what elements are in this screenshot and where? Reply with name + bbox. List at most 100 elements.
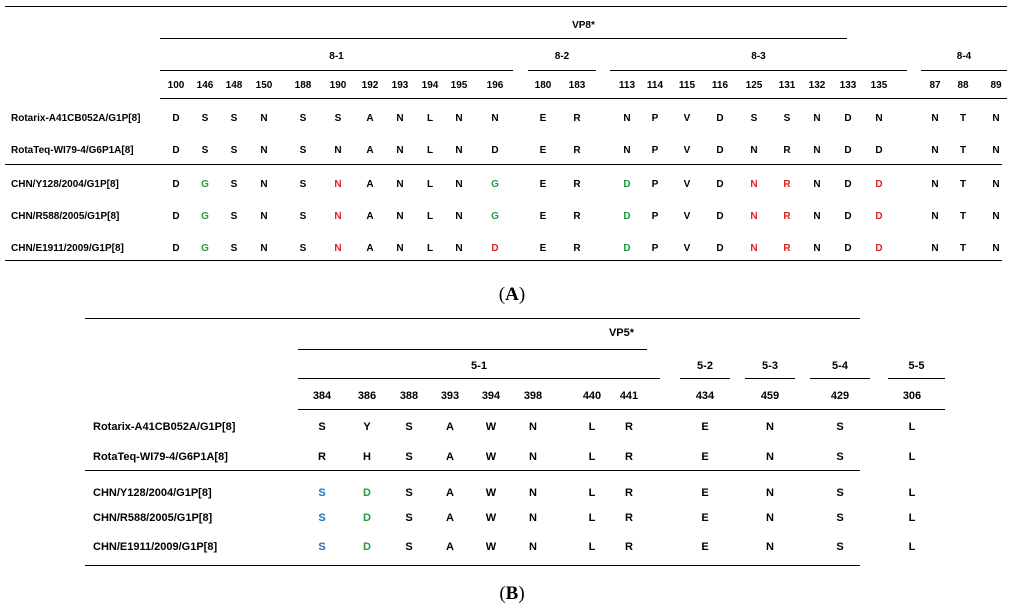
residue-cell: N xyxy=(260,211,268,222)
residue-cell: N xyxy=(396,113,404,124)
position-header: 192 xyxy=(361,80,379,91)
residue-cell: D xyxy=(623,211,631,222)
residue-cell: N xyxy=(396,211,404,222)
position-header: 115 xyxy=(678,80,696,91)
residue-cell: D xyxy=(363,541,371,553)
residue-cell: L xyxy=(908,541,916,553)
residue-cell: N xyxy=(334,243,342,254)
position-header: 434 xyxy=(695,390,715,402)
residue-cell: L xyxy=(588,451,596,463)
residue-cell: E xyxy=(539,179,547,190)
panel-title: VP8* xyxy=(572,20,595,31)
residue-cell: R xyxy=(573,179,581,190)
residue-cell: L xyxy=(588,512,596,524)
position-header: 306 xyxy=(902,390,922,402)
position-header: 394 xyxy=(481,390,501,402)
residue-cell: R xyxy=(625,541,633,553)
position-header: 133 xyxy=(839,80,857,91)
panel_b-title-rule xyxy=(298,349,647,350)
position-header: 183 xyxy=(568,80,586,91)
strain-name: CHN/Y128/2004/G1P[8] xyxy=(11,179,119,190)
residue-cell: S xyxy=(299,113,307,124)
residue-cell: N xyxy=(260,243,268,254)
residue-cell: N xyxy=(875,113,883,124)
strain-name: CHN/R588/2005/G1P[8] xyxy=(93,512,213,524)
group-rule xyxy=(298,378,660,379)
residue-cell: T xyxy=(959,211,967,222)
residue-cell: D xyxy=(875,211,883,222)
residue-cell: P xyxy=(651,211,659,222)
group-rule xyxy=(680,378,730,379)
residue-cell: P xyxy=(651,113,659,124)
position-header: 441 xyxy=(619,390,639,402)
residue-cell: D xyxy=(716,243,724,254)
residue-cell: R xyxy=(625,421,633,433)
residue-cell: N xyxy=(396,179,404,190)
residue-cell: D xyxy=(716,145,724,156)
residue-cell: S xyxy=(318,512,326,524)
residue-cell: S xyxy=(405,541,413,553)
residue-cell: D xyxy=(172,243,180,254)
residue-cell: G xyxy=(491,211,499,222)
residue-cell: N xyxy=(766,421,774,433)
panel-caption: (B) xyxy=(0,583,1024,605)
caption-paren-open: ( xyxy=(499,583,506,604)
residue-cell: N xyxy=(766,451,774,463)
residue-cell: D xyxy=(844,145,852,156)
residue-cell: N xyxy=(750,243,758,254)
residue-cell: A xyxy=(446,451,454,463)
group-rule xyxy=(921,70,1007,71)
residue-cell: N xyxy=(813,113,821,124)
residue-cell: N xyxy=(813,145,821,156)
residue-cell: S xyxy=(201,113,209,124)
residue-cell: E xyxy=(701,421,709,433)
residue-cell: V xyxy=(683,179,691,190)
residue-cell: W xyxy=(485,487,497,499)
strain-name: CHN/E1911/2009/G1P[8] xyxy=(11,243,124,254)
position-header: 87 xyxy=(929,80,941,91)
residue-cell: V xyxy=(683,243,691,254)
residue-cell: S xyxy=(230,113,238,124)
position-header: 429 xyxy=(830,390,850,402)
group-rule xyxy=(160,70,513,71)
group-rule xyxy=(610,70,907,71)
residue-cell: N xyxy=(766,541,774,553)
residue-cell: D xyxy=(844,211,852,222)
residue-cell: R xyxy=(573,113,581,124)
residue-cell: L xyxy=(426,145,434,156)
residue-cell: A xyxy=(366,179,374,190)
residue-cell: L xyxy=(588,487,596,499)
panel_b-top-rule xyxy=(85,318,860,319)
residue-cell: D xyxy=(875,243,883,254)
residue-cell: S xyxy=(230,145,238,156)
strain-name: RotaTeq-WI79-4/G6P1A[8] xyxy=(93,451,228,463)
residue-cell: L xyxy=(426,211,434,222)
position-header: 193 xyxy=(391,80,409,91)
residue-cell: S xyxy=(299,243,307,254)
residue-cell: S xyxy=(783,113,791,124)
group-label: 5-2 xyxy=(697,360,713,372)
residue-cell: N xyxy=(750,179,758,190)
residue-cell: D xyxy=(491,243,499,254)
residue-cell: N xyxy=(813,179,821,190)
panel_a-header-rule xyxy=(160,98,1007,99)
position-header: 100 xyxy=(167,80,185,91)
residue-cell: A xyxy=(446,421,454,433)
residue-cell: S xyxy=(334,113,342,124)
group-rule xyxy=(888,378,945,379)
residue-cell: S xyxy=(318,487,326,499)
position-header: 196 xyxy=(486,80,504,91)
panel_a-top-rule xyxy=(5,6,1007,7)
residue-cell: D xyxy=(875,145,883,156)
residue-cell: N xyxy=(623,145,631,156)
position-header: 195 xyxy=(450,80,468,91)
strain-name: Rotarix-A41CB052A/G1P[8] xyxy=(93,421,236,433)
residue-cell: L xyxy=(426,113,434,124)
residue-cell: N xyxy=(260,145,268,156)
residue-cell: E xyxy=(701,487,709,499)
position-header: 188 xyxy=(294,80,312,91)
residue-cell: R xyxy=(783,243,791,254)
residue-cell: W xyxy=(485,451,497,463)
group-rule xyxy=(810,378,870,379)
residue-cell: L xyxy=(426,243,434,254)
